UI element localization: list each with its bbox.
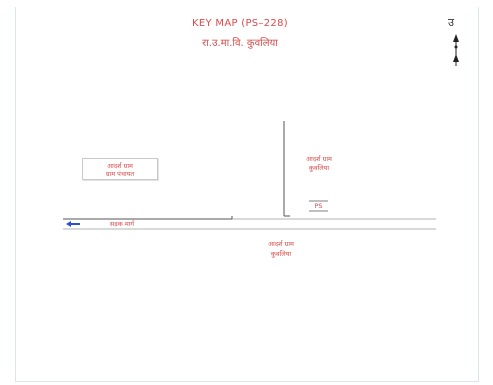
ps-marker-label: PS	[309, 203, 328, 210]
left-box-line2: ग्राम पंचायत	[83, 171, 157, 178]
right-upper-label-line2: कुवलिया	[288, 165, 350, 172]
left-box-line1: आदर्श ग्राम	[83, 163, 157, 170]
right-upper-label-line1: आदर्श ग्राम	[288, 156, 350, 163]
bottom-label-line2: कुवलिया	[254, 251, 308, 258]
left-place-label-box: आदर्श ग्राम ग्राम पंचायत	[82, 158, 158, 180]
bottom-label-line1: आदर्श ग्राम	[254, 241, 308, 248]
direction-arrow-icon	[66, 221, 80, 227]
road-label: सड़क मार्ग	[100, 221, 144, 228]
